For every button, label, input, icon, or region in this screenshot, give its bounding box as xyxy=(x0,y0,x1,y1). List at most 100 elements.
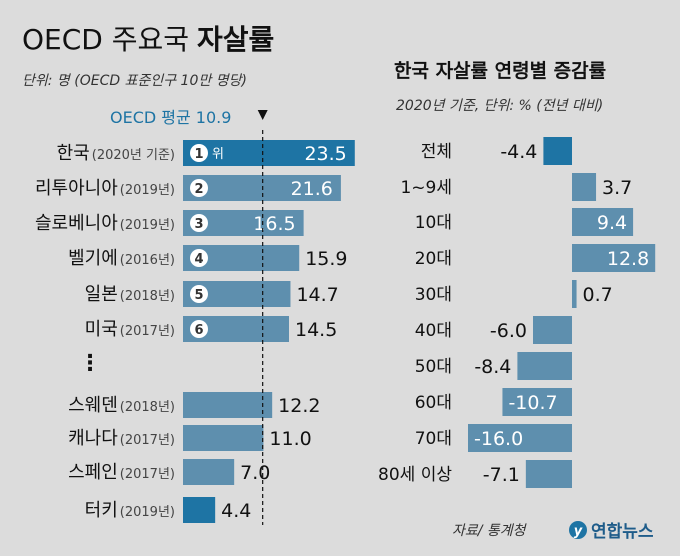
country-name: 리투아니아 xyxy=(35,178,118,199)
left-value-label: 7.0 xyxy=(240,462,270,484)
country-year: (2019년) xyxy=(120,183,175,198)
country-name: 스웨덴 xyxy=(68,395,118,416)
right-value-label: -16.0 xyxy=(474,428,523,450)
rank-number: 6 xyxy=(194,323,203,338)
rank-badge xyxy=(190,249,208,267)
rank-badge xyxy=(190,285,208,303)
right-category-label: 20대 xyxy=(415,249,452,269)
country-year: (2018년) xyxy=(120,400,175,415)
left-title-bold: 자살률 xyxy=(197,23,274,56)
left-value-label: 4.4 xyxy=(221,500,251,522)
left-value-label: 16.5 xyxy=(253,213,295,235)
rank-number: 1 xyxy=(194,147,203,162)
left-bar xyxy=(183,497,216,523)
country-name: 한국 xyxy=(57,143,90,164)
left-value-label: 21.6 xyxy=(291,178,333,200)
right-category-label: 전체 xyxy=(421,142,452,162)
ellipsis: ⋮ xyxy=(79,351,101,376)
left-value-label: 14.5 xyxy=(295,319,337,341)
left-value-label: 15.9 xyxy=(305,248,347,270)
right-bar xyxy=(572,173,597,201)
right-chart: 전체 -4.4 1~9세 3.7 10대 9.4 20대 12.8 30대 0.7 40대 -6.0 5… xyxy=(378,137,656,488)
country-name: 일본 xyxy=(85,284,118,305)
rank-badge xyxy=(190,144,208,162)
left-unit: 단위: 명 (OECD 표준인구 10만 명당) xyxy=(22,73,247,89)
right-value-label: -7.1 xyxy=(483,464,520,486)
country-year: (2017년) xyxy=(120,467,175,482)
right-category-label: 70대 xyxy=(415,429,452,449)
right-bar xyxy=(468,424,572,452)
left-bar xyxy=(183,140,355,166)
country-name: 미국 xyxy=(85,319,118,340)
right-value-label: -6.0 xyxy=(490,320,527,342)
left-bar xyxy=(183,392,273,418)
right-bar xyxy=(572,208,634,236)
right-category-label: 80세 이상 xyxy=(378,465,452,485)
right-value-label: -10.7 xyxy=(508,392,557,414)
left-category-label: 스웨덴 (2018년) xyxy=(68,395,175,416)
right-bar xyxy=(502,388,572,416)
country-year: (2020년 기준) xyxy=(92,148,175,163)
right-value-label: -8.4 xyxy=(474,356,511,378)
country-name: 캐나다 xyxy=(68,428,118,449)
right-category-label: 1~9세 xyxy=(400,178,452,198)
left-category-label: 슬로베니아 (2019년) xyxy=(35,213,175,234)
rank-number: 4 xyxy=(194,252,203,267)
logo-text: 연합뉴스 xyxy=(591,521,654,542)
right-category-label: 10대 xyxy=(415,213,452,233)
right-category-label: 60대 xyxy=(415,393,452,413)
right-value-label: 0.7 xyxy=(583,284,613,306)
left-category-label: 캐나다 (2017년) xyxy=(68,428,175,449)
source-text: 자료/ 통계청 xyxy=(452,523,528,539)
country-year: (2017년) xyxy=(120,324,175,339)
left-value-label: 23.5 xyxy=(304,143,346,165)
logo-mark-icon xyxy=(569,521,587,539)
rank-number: 3 xyxy=(194,217,203,232)
right-bar xyxy=(525,460,572,488)
right-bar xyxy=(572,244,656,272)
right-category-label: 40대 xyxy=(415,321,452,341)
left-category-label: 스페인 (2017년) xyxy=(68,462,175,483)
right-bar xyxy=(572,280,577,308)
left-bar xyxy=(183,425,264,451)
rank-suffix: 위 xyxy=(212,147,224,162)
country-year: (2018년) xyxy=(120,289,175,304)
left-category-label: 미국 (2017년) xyxy=(85,319,175,340)
rank-badge xyxy=(190,214,208,232)
rank-badge xyxy=(190,320,208,338)
right-value-label: 3.7 xyxy=(602,177,632,199)
country-year: (2019년) xyxy=(120,505,175,520)
country-name: 터키 xyxy=(85,500,118,521)
right-bar xyxy=(543,137,572,165)
right-value-label: 9.4 xyxy=(597,212,627,234)
country-name: 스페인 xyxy=(68,462,118,483)
right-unit: 2020년 기준, 단위: % (전년 대비) xyxy=(396,98,603,114)
left-category-label: 터키 (2019년) xyxy=(85,500,175,521)
rank-number: 5 xyxy=(194,288,203,303)
right-category-label: 30대 xyxy=(415,285,452,305)
left-category-label: 한국 (2020년 기준) xyxy=(57,143,175,164)
logo: y 연합뉴스 xyxy=(569,521,654,542)
left-category-label: 벨기에 (2016년) xyxy=(68,248,175,269)
right-title: 한국 자살률 연령별 증감률 xyxy=(394,60,606,82)
right-bar xyxy=(517,352,572,380)
left-value-label: 11.0 xyxy=(269,428,311,450)
left-category-label: 리투아니아 (2019년) xyxy=(35,178,175,199)
right-value-label: 12.8 xyxy=(607,248,649,270)
avg-label: OECD 평균 10.9 xyxy=(110,108,231,127)
country-year: (2019년) xyxy=(120,218,175,233)
right-bar xyxy=(533,316,572,344)
left-bar xyxy=(183,175,341,201)
logo-mark: y xyxy=(574,524,583,539)
country-name: 벨기에 xyxy=(68,248,118,269)
country-year: (2016년) xyxy=(120,253,175,268)
left-category-label: 일본 (2018년) xyxy=(85,284,175,305)
left-value-label: 14.7 xyxy=(296,284,338,306)
country-year: (2017년) xyxy=(120,433,175,448)
country-name: 슬로베니아 xyxy=(35,213,118,234)
right-category-label: 50대 xyxy=(415,357,452,377)
rank-number: 2 xyxy=(194,182,203,197)
